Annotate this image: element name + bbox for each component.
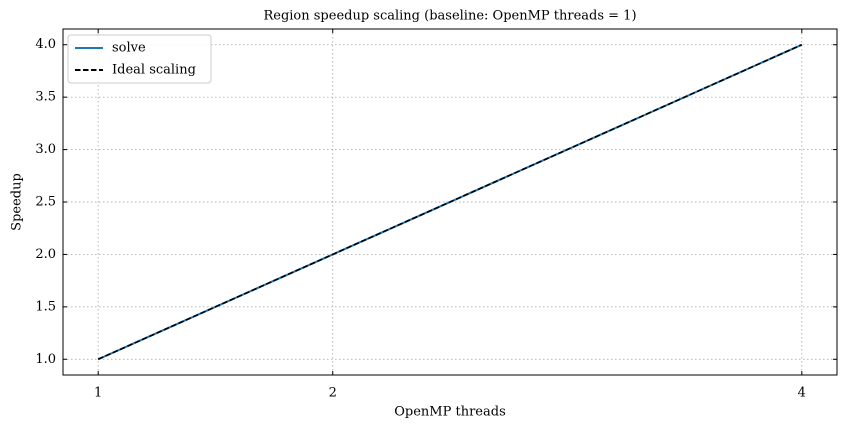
y-tick-label: 2.0 <box>35 247 56 262</box>
x-tick-label: 1 <box>94 386 102 401</box>
y-tick-label: 3.5 <box>35 90 56 105</box>
y-tick-label: 1.0 <box>35 352 56 367</box>
legend-box <box>67 34 212 84</box>
x-tick-label: 4 <box>798 386 806 401</box>
y-tick-label: 2.5 <box>35 195 56 210</box>
y-tick-label: 3.0 <box>35 142 56 157</box>
y-tick-label: 1.5 <box>35 299 56 314</box>
y-tick-label: 4.0 <box>35 37 56 52</box>
legend: solve Ideal scaling <box>67 34 212 84</box>
x-axis-label: OpenMP threads <box>394 405 505 420</box>
plot-frame <box>62 28 838 376</box>
chart-title: Region speedup scaling (baseline: OpenMP… <box>263 9 636 24</box>
y-axis-label: Speedup <box>10 173 25 231</box>
series-line <box>97 43 803 361</box>
x-tick-label: 2 <box>329 386 337 401</box>
legend-label: Ideal scaling <box>112 63 196 78</box>
legend-label: solve <box>112 41 146 56</box>
